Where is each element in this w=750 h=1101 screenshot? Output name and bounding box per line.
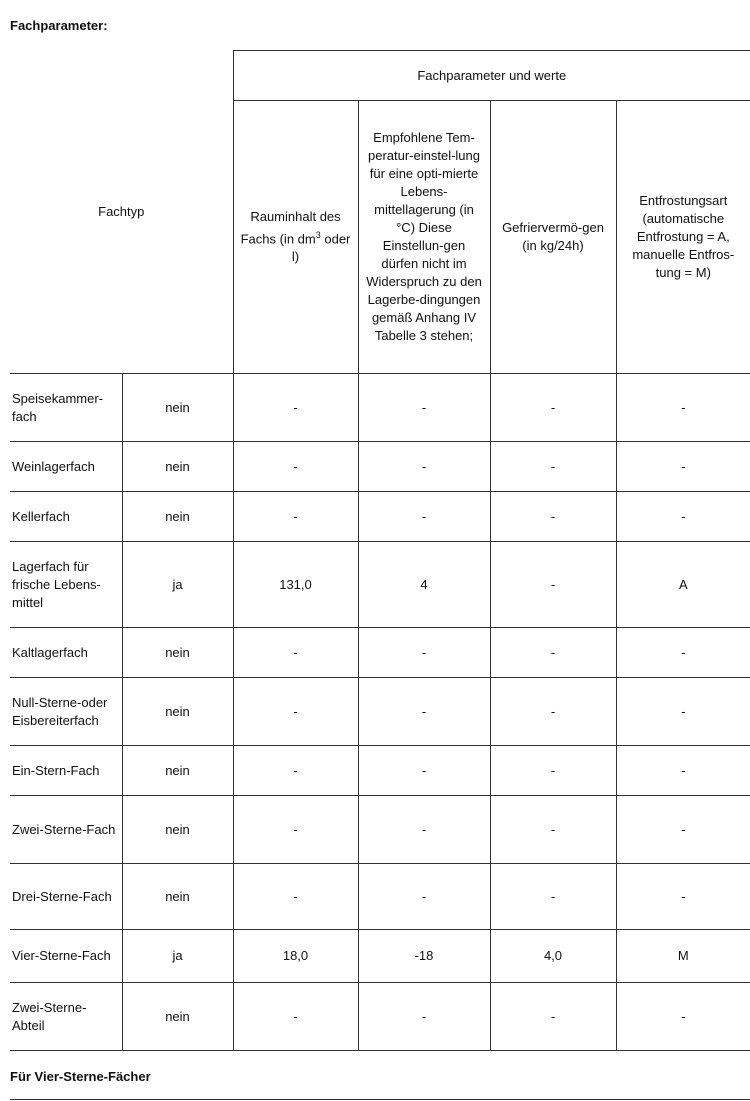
cell-type: Null-Sterne-oder Eisbereiterfach xyxy=(10,677,123,746)
cell-present: nein xyxy=(121,441,234,492)
cell-volume: - xyxy=(232,627,359,678)
cell-volume: - xyxy=(232,373,359,442)
cell-type: Weinlagerfach xyxy=(10,441,123,492)
cell-present: nein xyxy=(121,745,234,796)
cell-freeze: - xyxy=(489,863,617,930)
cell-freeze: - xyxy=(489,373,617,442)
table-row: Ein-Stern-Fach nein - - - - xyxy=(10,745,750,796)
cell-present: nein xyxy=(121,982,234,1051)
compartment-parameters-table: Fachtyp Fachparameter und werte Rauminha… xyxy=(10,50,750,1051)
cell-freeze: 4,0 xyxy=(489,929,617,983)
cell-temp: - xyxy=(357,863,491,930)
cell-defrost: M xyxy=(615,929,750,983)
cell-volume: - xyxy=(232,677,359,746)
cell-temp: - xyxy=(357,745,491,796)
cell-defrost: - xyxy=(615,745,750,796)
table-row: Kaltlagerfach nein - - - - xyxy=(10,627,750,678)
header-volume: Rauminhalt des Fachs (in dm3 oder l) xyxy=(233,100,359,374)
cell-freeze: - xyxy=(489,441,617,492)
table-row: Null-Sterne-oder Eisbereiterfach nein - - - - xyxy=(10,677,750,746)
cell-volume: - xyxy=(232,795,359,864)
cell-type: Drei-Sterne-Fach xyxy=(10,863,123,930)
cell-defrost: - xyxy=(615,677,750,746)
cell-present: nein xyxy=(121,627,234,678)
table-row: Speisekammer-fach nein - - - - xyxy=(10,373,750,442)
cell-temp: - xyxy=(357,795,491,864)
cell-defrost: A xyxy=(615,541,750,628)
cell-type: Speisekammer-fach xyxy=(10,373,123,442)
cell-type: Ein-Stern-Fach xyxy=(10,745,123,796)
divider xyxy=(10,1099,750,1100)
cell-defrost: - xyxy=(615,441,750,492)
footer-heading: Für Vier-Sterne-Fächer xyxy=(10,1069,151,1084)
cell-present: nein xyxy=(121,491,234,542)
cell-type: Kellerfach xyxy=(10,491,123,542)
cell-volume: - xyxy=(232,441,359,492)
cell-freeze: - xyxy=(489,627,617,678)
cell-temp: - xyxy=(357,441,491,492)
cell-volume: - xyxy=(232,863,359,930)
cell-defrost: - xyxy=(615,795,750,864)
cell-defrost: - xyxy=(615,982,750,1051)
cell-freeze: - xyxy=(489,982,617,1051)
cell-freeze: - xyxy=(489,795,617,864)
table-row: Lagerfach für frische Lebens-mittel ja 131… xyxy=(10,541,750,628)
cell-freeze: - xyxy=(489,745,617,796)
table-row: Zwei-Sterne-Abteil nein - - - - xyxy=(10,982,750,1051)
cell-volume: - xyxy=(232,982,359,1051)
table-row: Zwei-Sterne-Fach nein - - - - xyxy=(10,795,750,864)
cell-present: ja xyxy=(121,541,234,628)
cell-type: Lagerfach für frische Lebens-mittel xyxy=(10,541,123,628)
cell-present: nein xyxy=(121,373,234,442)
cell-defrost: - xyxy=(615,863,750,930)
header-freezing-capacity: Gefriervermö-gen (in kg/24h) xyxy=(489,100,617,374)
cell-defrost: - xyxy=(615,491,750,542)
cell-freeze: - xyxy=(489,541,617,628)
table-row: Vier-Sterne-Fach ja 18,0 -18 4,0 M xyxy=(10,929,750,983)
cell-temp: - xyxy=(357,491,491,542)
cell-temp: - xyxy=(357,627,491,678)
cell-volume: - xyxy=(232,491,359,542)
cell-freeze: - xyxy=(489,677,617,746)
cell-type: Kaltlagerfach xyxy=(10,627,123,678)
cell-freeze: - xyxy=(489,491,617,542)
cell-temp: - xyxy=(357,982,491,1051)
cell-temp: - xyxy=(357,373,491,442)
header-temperature: Empfohlene Tem-peratur-einstel-lung für … xyxy=(357,100,491,374)
cell-volume: 18,0 xyxy=(232,929,359,983)
cell-defrost: - xyxy=(615,373,750,442)
cell-type: Zwei-Sterne-Abteil xyxy=(10,982,123,1051)
table-row: Kellerfach nein - - - - xyxy=(10,491,750,542)
cell-present: nein xyxy=(121,795,234,864)
cell-type: Vier-Sterne-Fach xyxy=(10,929,123,983)
cell-present: nein xyxy=(121,863,234,930)
cell-temp: 4 xyxy=(357,541,491,628)
cell-volume: 131,0 xyxy=(232,541,359,628)
cell-volume: - xyxy=(232,745,359,796)
cell-present: nein xyxy=(121,677,234,746)
section-heading: Fachparameter: xyxy=(10,18,108,33)
cell-temp: - xyxy=(357,677,491,746)
cell-present: ja xyxy=(121,929,234,983)
header-defrost-type: Entfrostungsart (automatische Entfrostun… xyxy=(615,100,750,374)
cell-temp: -18 xyxy=(357,929,491,983)
table-row: Weinlagerfach nein - - - - xyxy=(10,441,750,492)
table-row: Drei-Sterne-Fach nein - - - - xyxy=(10,863,750,930)
cell-defrost: - xyxy=(615,627,750,678)
cell-type: Zwei-Sterne-Fach xyxy=(10,795,123,864)
header-group: Fachparameter und werte xyxy=(232,50,750,101)
header-fachtyp: Fachtyp xyxy=(10,50,234,374)
